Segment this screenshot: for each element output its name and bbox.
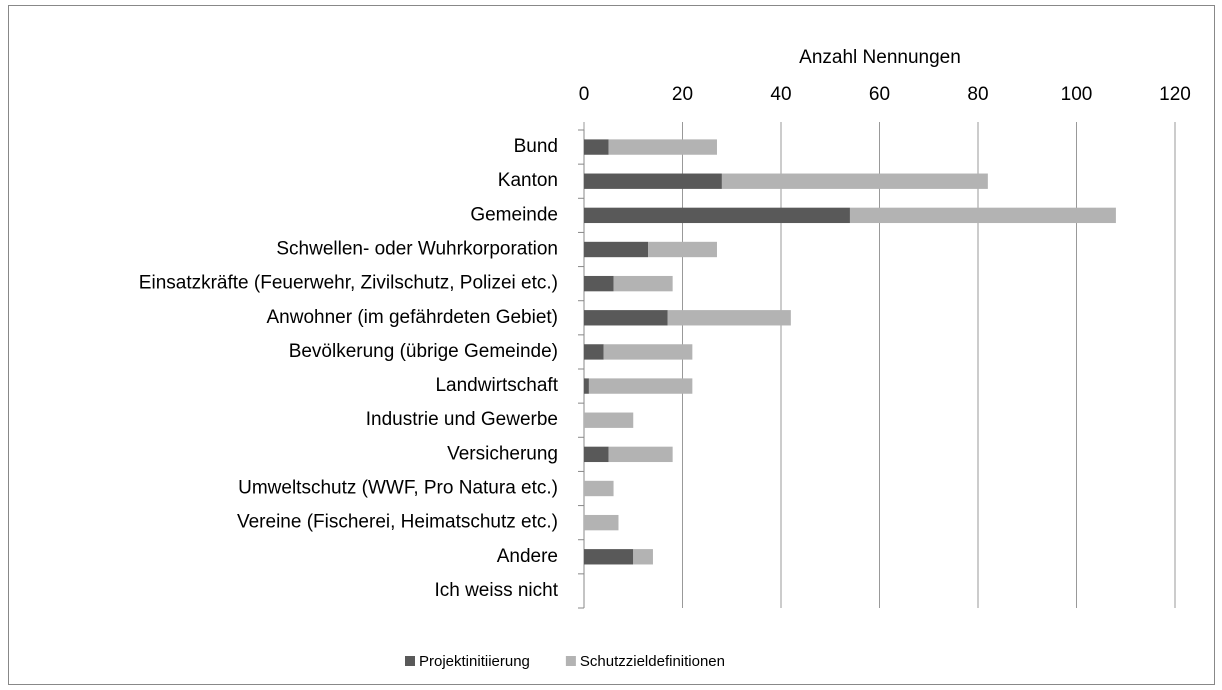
bar-segment — [613, 275, 673, 292]
y-tick-label: Gemeinde — [470, 204, 558, 225]
x-tick-label: 40 — [770, 84, 791, 105]
bar-segment — [588, 378, 693, 394]
x-tick-label: 20 — [672, 84, 693, 105]
legend-swatch — [405, 656, 415, 666]
bar-segment — [584, 310, 668, 326]
bar-segment — [584, 378, 589, 394]
y-tick-label: Vereine (Fischerei, Heimatschutz etc.) — [237, 512, 558, 533]
legend-label: Projektinitiierung — [419, 653, 530, 670]
y-tick-label: Anwohner (im gefährdeten Gebiet) — [267, 307, 559, 328]
legend-label: Schutzzieldefinitionen — [580, 653, 725, 670]
bar-segment — [584, 344, 604, 360]
y-tick-label: Ich weiss nicht — [434, 580, 558, 601]
bar-segment — [584, 207, 850, 224]
x-tick-label: 60 — [869, 84, 890, 105]
x-tick-label: 0 — [579, 84, 590, 105]
x-tick-label: 80 — [967, 84, 988, 105]
y-tick-label: Umweltschutz (WWF, Pro Natura etc.) — [238, 478, 558, 499]
y-tick-label: Industrie und Gewerbe — [366, 409, 558, 430]
bar-segment — [584, 139, 609, 155]
bar-segment — [667, 310, 791, 326]
axis-title: Anzahl Nennungen — [799, 47, 961, 68]
bar-segment — [584, 412, 634, 428]
bar-segment — [584, 241, 649, 258]
bar-segment — [584, 514, 619, 531]
bar-segment — [584, 480, 614, 497]
bar-segment — [584, 275, 614, 292]
bar-segment — [584, 173, 722, 189]
y-tick-label: Versicherung — [447, 443, 558, 464]
bar-segment — [603, 344, 693, 360]
y-tick-label: Einsatzkräfte (Feuerwehr, Zivilschutz, P… — [139, 273, 558, 294]
bar-segment — [721, 173, 988, 189]
bar-segment — [584, 446, 609, 463]
bar-segment — [648, 241, 717, 258]
bar-segment — [633, 549, 653, 565]
y-tick-label: Bevölkerung (übrige Gemeinde) — [289, 341, 558, 362]
y-tick-label: Bund — [514, 136, 558, 157]
y-tick-label: Andere — [497, 546, 558, 567]
y-tick-label: Landwirtschaft — [435, 375, 558, 396]
x-tick-label: 100 — [1061, 84, 1093, 105]
legend-swatch — [565, 656, 576, 666]
bar-segment — [608, 446, 673, 463]
y-tick-label: Schwellen- oder Wuhrkorporation — [276, 239, 558, 260]
bar-segment — [849, 207, 1116, 224]
bar-segment — [584, 549, 634, 565]
x-tick-label: 120 — [1159, 84, 1191, 105]
bar-segment — [608, 139, 717, 155]
y-tick-label: Kanton — [498, 170, 558, 191]
